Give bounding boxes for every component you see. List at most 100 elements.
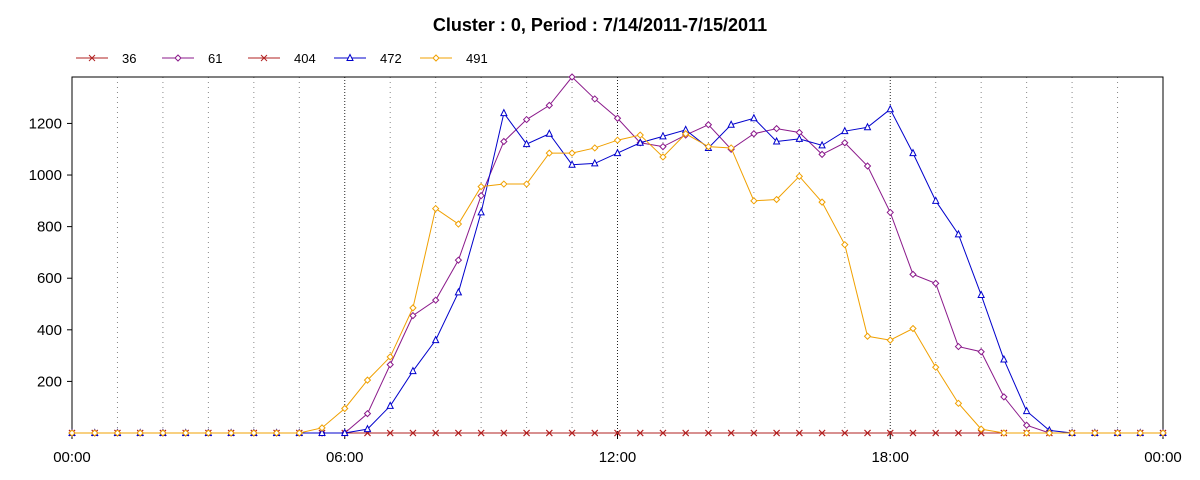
data-point (909, 429, 917, 437)
data-point (818, 150, 826, 159)
data-point (840, 126, 849, 135)
data-point (909, 148, 917, 157)
data-point (614, 429, 621, 437)
data-point (909, 270, 917, 279)
data-point (955, 429, 962, 437)
y-tick-label: 600 (37, 270, 62, 287)
y-axis: 200 400 600 800 1000 1200 (29, 115, 72, 390)
data-point (136, 429, 144, 437)
data-point (863, 162, 872, 170)
data-point (500, 180, 508, 188)
chart-title: Cluster : 0, Period : 7/14/2011-7/15/201… (433, 15, 767, 35)
data-point (659, 131, 667, 140)
data-point (886, 336, 894, 344)
legend-label: 36 (122, 51, 136, 66)
x-tick-label: 18:00 (871, 449, 909, 466)
data-point (204, 429, 213, 437)
data-point (954, 342, 963, 351)
data-point (772, 124, 781, 133)
data-point (545, 429, 553, 437)
data-point (818, 198, 826, 206)
legend-item-472: 472 (334, 51, 402, 66)
data-point (250, 429, 258, 437)
data-point (864, 429, 871, 437)
data-point (1113, 429, 1122, 437)
data-point (455, 429, 462, 437)
data-point (477, 207, 485, 216)
data-point (932, 429, 940, 437)
data-point (477, 182, 485, 191)
data-point (272, 429, 281, 437)
x-tick-label: 06:00 (326, 449, 364, 466)
data-point (1000, 354, 1008, 363)
legend-item-61: 61 (162, 51, 222, 66)
data-point (477, 191, 485, 200)
data-point (659, 142, 667, 151)
data-point (682, 429, 690, 437)
data-point (409, 304, 417, 312)
data-point (772, 195, 781, 204)
data-point (863, 122, 872, 131)
data-point (113, 429, 122, 437)
data-point (431, 296, 440, 304)
data-point (886, 429, 894, 437)
data-point (500, 137, 508, 146)
x-axis: 00:00 06:00 12:00 18:00 00:00 (53, 433, 1182, 466)
data-point (591, 95, 599, 103)
data-point (705, 429, 712, 437)
data-point (545, 101, 554, 110)
data-point (841, 139, 849, 147)
legend-item-404: 404 (248, 51, 316, 66)
legend-label: 491 (466, 51, 488, 66)
data-point (522, 115, 531, 124)
data-point (591, 429, 599, 437)
data-point (1159, 429, 1167, 437)
data-point (659, 153, 667, 161)
data-point (340, 428, 349, 436)
data-point (318, 424, 326, 432)
data-point (1068, 429, 1076, 437)
data-point (636, 138, 645, 146)
data-point (977, 425, 985, 433)
data-point (613, 136, 622, 144)
series-line (72, 108, 1163, 434)
data-point (454, 220, 463, 228)
data-point (523, 429, 530, 437)
data-point (727, 144, 735, 152)
data-point (454, 287, 463, 296)
data-point (659, 429, 667, 437)
x-tick-label: 00:00 (1144, 449, 1182, 466)
data-point (1045, 429, 1054, 437)
data-point (159, 429, 167, 437)
data-point (818, 140, 826, 149)
data-point (363, 424, 372, 433)
data-point (522, 180, 531, 188)
data-point (909, 324, 917, 333)
data-point (260, 54, 268, 62)
data-point (932, 279, 940, 288)
legend-label: 61 (208, 51, 222, 66)
data-point (318, 428, 326, 436)
y-tick-label: 1200 (29, 115, 62, 132)
data-point (386, 401, 395, 409)
data-point (409, 366, 417, 375)
data-point (341, 404, 349, 413)
data-point (613, 148, 622, 157)
data-point (613, 114, 622, 122)
data-point (750, 113, 758, 122)
data-point (409, 429, 417, 437)
data-point (545, 149, 554, 157)
data-point (977, 348, 985, 356)
data-point (1091, 429, 1099, 437)
data-point (704, 142, 713, 151)
data-point (363, 376, 372, 384)
data-point (500, 429, 508, 437)
legend-item-491: 491 (420, 51, 488, 66)
x-tick-label: 00:00 (53, 449, 91, 466)
data-point (636, 429, 644, 437)
data-point (432, 54, 440, 62)
legend-label: 404 (294, 51, 316, 66)
data-point (750, 130, 758, 138)
data-point (346, 53, 354, 61)
